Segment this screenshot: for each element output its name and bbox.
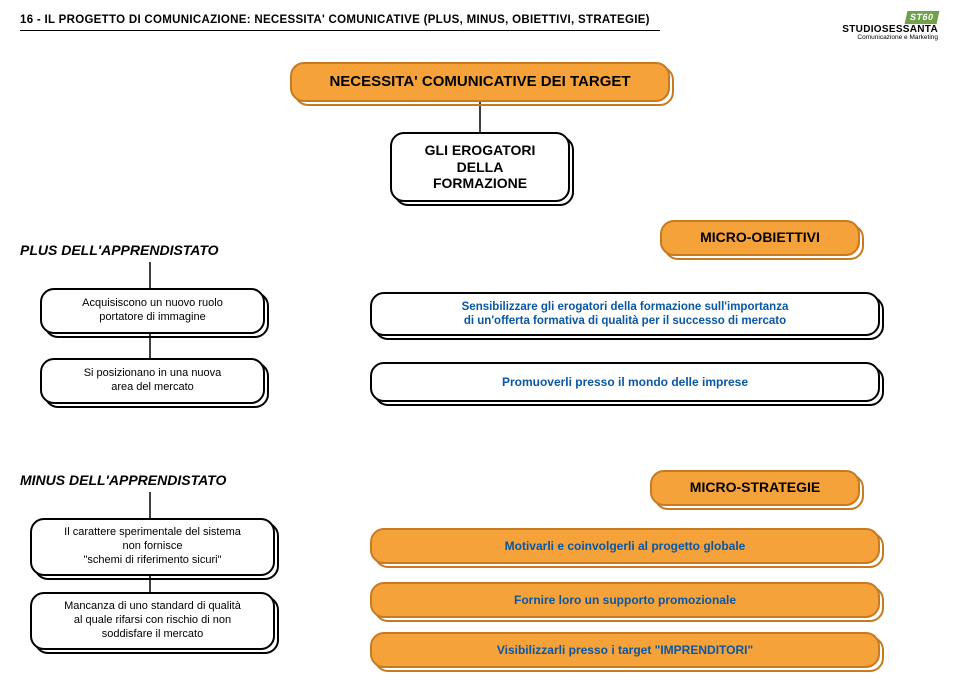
plus-item-0: Acquisiscono un nuovo ruoloportatore di …	[40, 288, 265, 334]
logo-badge: ST60	[905, 11, 939, 24]
strategy-item-0: Motivarli e coinvolgerli al progetto glo…	[370, 528, 880, 564]
minus-heading: MINUS DELL'APPRENDISTATO	[20, 472, 226, 488]
header-rule	[20, 30, 660, 31]
objective-item-0: Sensibilizzare gli erogatori della forma…	[370, 292, 880, 336]
plus-heading: PLUS DELL'APPRENDISTATO	[20, 242, 219, 258]
main-title-box: NECESSITA' COMUNICATIVE DEI TARGET	[290, 62, 670, 102]
objective-item-1: Promuoverli presso il mondo delle impres…	[370, 362, 880, 402]
subtitle-box: GLI EROGATORIDELLAFORMAZIONE	[390, 132, 570, 202]
strategy-item-1: Fornire loro un supporto promozionale	[370, 582, 880, 618]
minus-item-0: Il carattere sperimentale del sistemanon…	[30, 518, 275, 576]
strategy-item-2: Visibilizzarli presso i target "IMPRENDI…	[370, 632, 880, 668]
minus-item-1: Mancanza di uno standard di qualitàal qu…	[30, 592, 275, 650]
page-header: 16 - IL PROGETTO DI COMUNICAZIONE: NECES…	[20, 14, 940, 31]
logo-tagline: Comunicazione e Marketing	[842, 35, 938, 42]
brand-logo: ST60 STUDIOSESSANTA Comunicazione e Mark…	[842, 8, 938, 42]
page-title: 16 - IL PROGETTO DI COMUNICAZIONE: NECES…	[20, 14, 940, 26]
micro-obiettivi-box: MICRO-OBIETTIVI	[660, 220, 860, 256]
plus-item-1: Si posizionano in una nuovaarea del merc…	[40, 358, 265, 404]
micro-strategie-box: MICRO-STRATEGIE	[650, 470, 860, 506]
